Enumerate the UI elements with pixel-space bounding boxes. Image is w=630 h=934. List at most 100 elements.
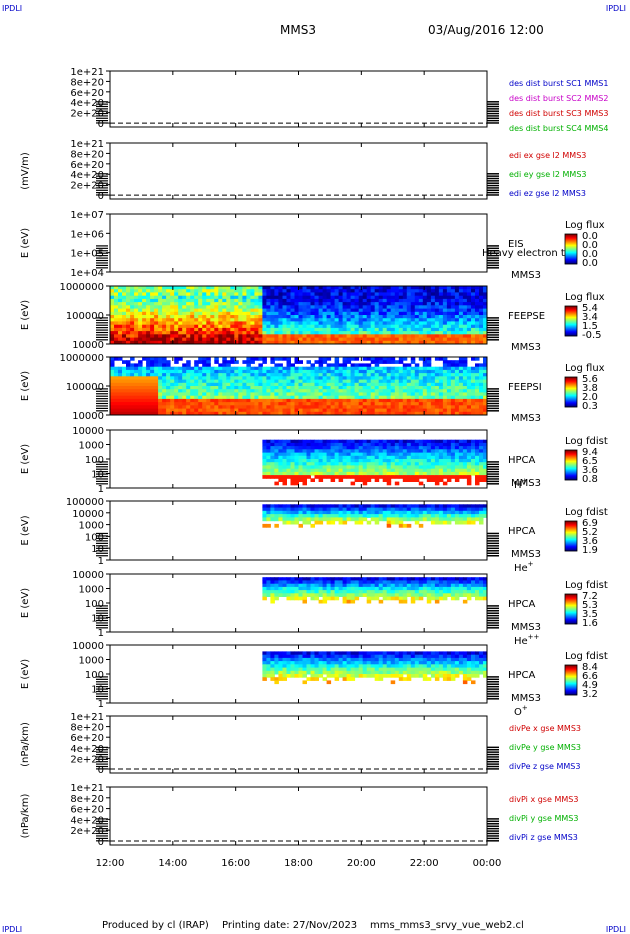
y-axis-label: E (eV) bbox=[20, 228, 31, 258]
colorbar bbox=[564, 305, 578, 337]
spacecraft-label: MMS3 bbox=[511, 549, 541, 560]
colorbar-tick: 0.0 bbox=[582, 231, 598, 242]
legend-entry: divPe y gse MMS3 bbox=[509, 743, 581, 752]
panel-frame bbox=[109, 70, 488, 128]
instrument-label: FEEPSI bbox=[508, 382, 542, 393]
y-tick-label: 100 bbox=[85, 532, 104, 543]
spacecraft-label: MMS3 bbox=[511, 622, 541, 633]
colorbar-tick: 8.4 bbox=[582, 662, 598, 673]
colorbar bbox=[564, 664, 578, 696]
y-tick-label: 100000 bbox=[66, 497, 104, 508]
y-tick-label: 10 bbox=[91, 470, 104, 481]
y-tick-label: 10000 bbox=[72, 641, 104, 652]
spacecraft-title: MMS3 bbox=[280, 23, 316, 37]
panel-frame bbox=[109, 715, 488, 774]
legend-entry: des dist burst SC1 MMS1 bbox=[509, 79, 608, 88]
y-tick-label: 6e+20 bbox=[70, 160, 104, 171]
x-tick-label: 18:00 bbox=[284, 858, 313, 869]
species-label: He+ bbox=[514, 560, 534, 574]
spacecraft-label: MMS3 bbox=[511, 693, 541, 704]
colorbar-tick: 5.3 bbox=[582, 600, 598, 611]
x-tick-label: 20:00 bbox=[347, 858, 376, 869]
script-name: mms_mms3_srvy_vue_web2.cl bbox=[370, 920, 524, 931]
y-tick-label: 0 bbox=[98, 119, 104, 130]
colorbar bbox=[564, 449, 578, 481]
colorbar-tick: 5.4 bbox=[582, 303, 598, 314]
colorbar-tick: 5.2 bbox=[582, 527, 598, 538]
colorbar-tick: -0.5 bbox=[582, 330, 602, 341]
y-tick-label: 1 bbox=[98, 699, 104, 710]
y-tick-label: 0 bbox=[98, 765, 104, 776]
colorbar-tick: 0.8 bbox=[582, 474, 598, 485]
colorbar-title: Log fdist bbox=[565, 436, 608, 447]
legend-entry: edi ey gse l2 MMS3 bbox=[509, 170, 587, 179]
x-tick-label: 00:00 bbox=[473, 858, 502, 869]
colorbar-title: Log fdist bbox=[565, 580, 608, 591]
y-tick-label: 1000000 bbox=[59, 282, 104, 293]
y-axis-label: E (eV) bbox=[20, 444, 31, 474]
colorbar-tick: 3.6 bbox=[582, 536, 598, 547]
y-tick-label: 100 bbox=[85, 455, 104, 466]
y-tick-label: 1e+05 bbox=[70, 249, 104, 260]
spacecraft-label: MMS3 bbox=[511, 413, 541, 424]
y-tick-label: 4e+20 bbox=[70, 170, 104, 181]
y-tick-label: 1000 bbox=[79, 656, 104, 667]
spacecraft-label: MMS3 bbox=[511, 478, 541, 489]
colorbar-tick: 5.6 bbox=[582, 374, 598, 385]
legend-entry: des dist burst SC2 MMS2 bbox=[509, 94, 608, 103]
y-tick-label: 1e+21 bbox=[70, 712, 104, 723]
colorbar bbox=[564, 593, 578, 625]
colorbar-title: Log flux bbox=[565, 292, 605, 303]
y-tick-label: 1 bbox=[98, 484, 104, 495]
y-tick-label: 1e+04 bbox=[70, 268, 104, 279]
y-tick-label: 10 bbox=[91, 544, 104, 555]
colorbar-tick: 6.5 bbox=[582, 456, 598, 467]
y-tick-label: 2e+20 bbox=[70, 109, 104, 120]
panel-feepse: 1000000 100000 10000 E (eV) FEEPSE MMS3 Log fl… bbox=[20, 282, 605, 353]
colorbar-tick: 0.0 bbox=[582, 258, 598, 269]
colorbar-tick: 4.9 bbox=[582, 680, 598, 691]
y-tick-label: 10 bbox=[91, 614, 104, 625]
colorbar-tick: 6.6 bbox=[582, 671, 598, 682]
x-tick-label: 14:00 bbox=[158, 858, 187, 869]
y-tick-label: 100000 bbox=[66, 311, 104, 322]
y-tick-label: 4e+20 bbox=[70, 98, 104, 109]
colorbar-tick: 3.6 bbox=[582, 465, 598, 476]
y-tick-label: 0 bbox=[98, 837, 104, 848]
y-tick-label: 2e+20 bbox=[70, 181, 104, 192]
panel-frame bbox=[109, 142, 488, 200]
y-tick-label: 1 bbox=[98, 628, 104, 639]
y-tick-label: 6e+20 bbox=[70, 805, 104, 816]
y-axis-label: (nPa/km) bbox=[20, 794, 31, 839]
y-tick-label: 10000 bbox=[72, 411, 104, 422]
y-tick-label: 8e+20 bbox=[70, 149, 104, 160]
legend-entry: edi ex gse l2 MMS3 bbox=[509, 151, 586, 160]
instrument-label: FEEPSE bbox=[508, 311, 545, 322]
y-tick-label: 2e+20 bbox=[70, 754, 104, 765]
y-tick-label: 1e+21 bbox=[70, 139, 104, 150]
instrument-label: HPCA bbox=[508, 526, 536, 537]
panel-frame bbox=[109, 213, 488, 273]
spectrogram-cells bbox=[262, 651, 488, 685]
colorbar-title: Log flux bbox=[565, 363, 605, 374]
colorbar-tick: 7.2 bbox=[582, 591, 598, 602]
y-axis-label: E (eV) bbox=[20, 659, 31, 689]
printing-date: Printing date: 27/Nov/2023 bbox=[222, 920, 358, 931]
colorbar-tick: 2.0 bbox=[582, 392, 598, 403]
instrument-label: EIS bbox=[508, 239, 524, 250]
y-tick-label: 10000 bbox=[72, 426, 104, 437]
colorbar bbox=[564, 376, 578, 408]
y-tick-label: 1000 bbox=[79, 585, 104, 596]
spectrogram-cells bbox=[110, 357, 488, 416]
colorbar-tick: 0.0 bbox=[582, 240, 598, 251]
y-tick-label: 4e+20 bbox=[70, 815, 104, 826]
y-axis-label: (mV/m) bbox=[20, 152, 31, 190]
corner-label-top-left: IPDLI bbox=[2, 4, 23, 13]
y-tick-label: 1e+21 bbox=[70, 67, 104, 78]
